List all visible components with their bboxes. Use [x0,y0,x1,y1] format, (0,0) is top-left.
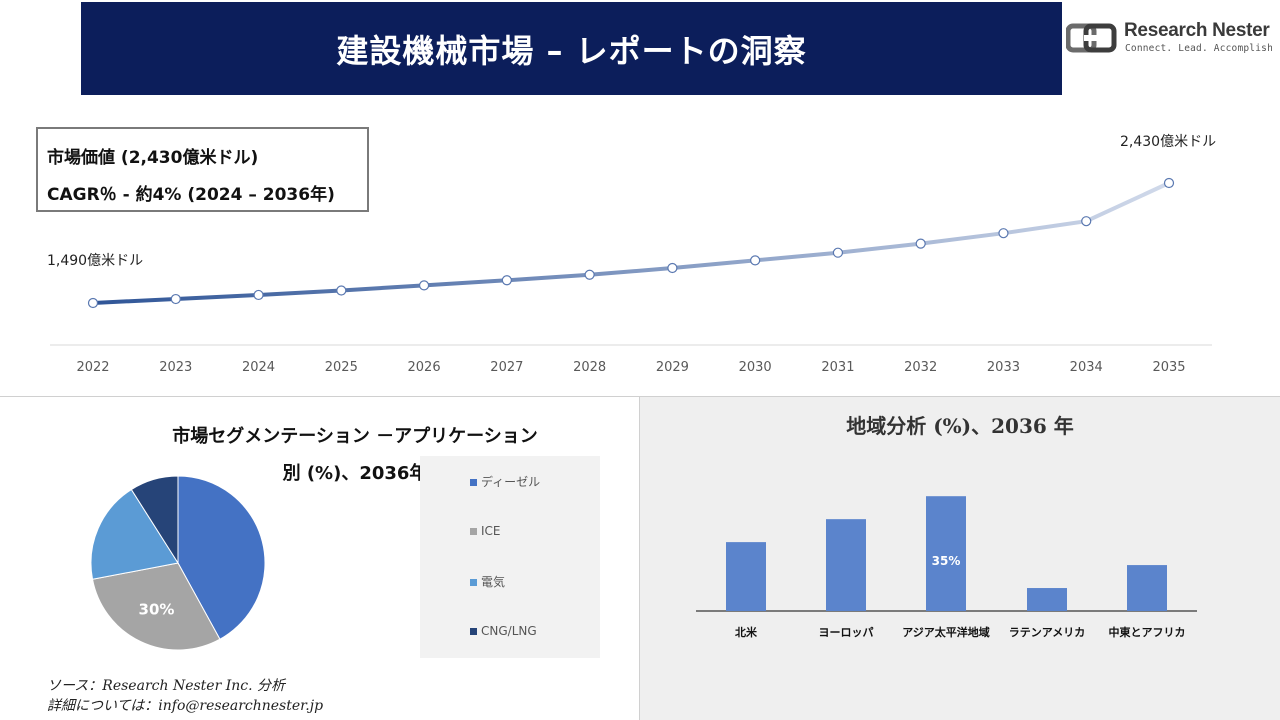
x-tick-label: 2027 [490,360,523,375]
logo: Research Nester Connect. Lead. Accomplis… [1064,20,1280,56]
bar [926,496,966,611]
line-point [170,293,181,305]
bar-category-label: 中東とアフリカ [1109,625,1186,639]
cagr-text: CAGR％ - 約4% (2024 – 2036年) [47,185,335,205]
pie-slice-electric [90,488,179,580]
legend-label-diesel: ディーゼル [481,475,541,489]
bar-category-labels: 北米 ヨーロッパ アジア太平洋地域 ラテンアメリカ 中東とアフリカ [735,625,1186,639]
pie-data-labels: 30% [139,601,175,619]
line-point [1081,216,1092,227]
x-tick-label: 2024 [242,360,275,375]
section-divider [0,396,1280,397]
line-point [336,285,347,296]
legend-item-cng: CNG/LNG [470,624,537,638]
line-point [667,262,678,274]
legend-item-electric: 電気 [470,573,505,590]
region-bar-chart: 北米 ヨーロッパ アジア太平洋地域 ラテンアメリカ 中東とアフリカ 35% [696,496,1197,639]
x-tick-label: 2030 [739,360,772,375]
x-tick-label: 2025 [325,360,358,375]
start-value-label: 1,490億米ドル [47,253,143,269]
application-pie-chart: 30% [90,475,266,651]
market-stats-box: 市場価値 (2,430億米ドル) CAGR％ - 約4% (2024 – 203… [36,127,369,212]
line-point [832,247,844,258]
pie-slice-cng [130,475,179,565]
source-note: ソース：Research Nester Inc. 分析 詳細については：info… [47,676,323,716]
bar [826,519,866,611]
x-tick-label: 2031 [821,360,854,375]
pie-legend: ディーゼル ICE 電気 CNG/LNG [420,456,600,658]
legend-label-cng: CNG/LNG [481,624,537,638]
line-point [1163,177,1175,189]
bar-data-label: 35% [932,554,961,568]
region-chart-title: 地域分析 (%)、2036 年 [846,414,1074,438]
legend-item-diesel: ディーゼル [470,473,540,490]
line-annotations: 1,490億米ドル 2,430億米ドル [47,134,1216,269]
segmentation-title-line1: 市場セグメンテーション －アプリケーション [172,426,538,447]
end-value-label: 2,430億米ドル [1120,134,1216,150]
title-banner: 建設機械市場 – レポートの洞察 [81,2,1062,95]
legend-swatch-ice [470,528,477,535]
logo-tagline: Connect. Lead. Accomplish [1125,43,1273,54]
page-title: 建設機械市場 – レポートの洞察 [336,31,807,70]
bar [726,542,766,611]
segmentation-title-line2: 別 (%)、2036年 [282,463,428,484]
pie-slice-ice [91,562,221,651]
bar [1127,565,1167,611]
line-series [91,181,1171,305]
line-point [87,297,99,309]
line-point [501,275,512,286]
pie-slices [90,475,266,651]
legend-label-ice: ICE [481,524,501,538]
x-tick-label: 2035 [1152,360,1185,375]
x-tick-labels: 2022 2023 2024 2025 2026 2027 2028 2029 2030 2031… [76,360,1185,375]
research-nester-logo-icon [1066,23,1117,53]
x-tick-label: 2032 [904,360,937,375]
pie-data-label: 30% [139,601,175,619]
legend-swatch-electric [470,579,477,586]
x-tick-label: 2033 [987,360,1020,375]
x-tick-label: 2022 [76,360,109,375]
market-growth-line-chart: 2022 2023 2024 2025 2026 2027 2028 2029 2030 2031… [47,134,1216,375]
bar-category-label: ラテンアメリカ [1009,626,1085,639]
line-points [87,177,1175,309]
legend-swatch-diesel [470,479,477,486]
bars [726,496,1167,611]
x-tick-label: 2026 [408,360,441,375]
bar-category-label: 北米 [735,625,758,639]
x-tick-label: 2023 [159,360,192,375]
logo-name: Research Nester [1124,20,1270,41]
bar [1027,588,1067,611]
line-series-path [91,181,1171,305]
contact-line: 詳細については：info@researchnester.jp [47,698,324,714]
line-point [750,255,761,266]
x-tick-label: 2028 [573,360,606,375]
line-point [584,269,595,280]
bar-category-label: ヨーロッパ [819,626,874,639]
line-point [253,289,264,301]
segmentation-title: 市場セグメンテーション －アプリケーション 別 (%)、2036年 [140,418,570,492]
x-tick-label: 2029 [656,360,689,375]
bar-data-labels: 35% [932,554,961,568]
line-point [998,228,1009,239]
panel-divider [639,397,640,720]
pie-slice-diesel [177,475,266,640]
bar-category-label: アジア太平洋地域 [902,625,990,639]
legend-item-ice: ICE [470,524,501,538]
legend-label-electric: 電気 [481,575,506,589]
source-line: ソース：Research Nester Inc. 分析 [47,678,286,694]
market-value-text: 市場価値 (2,430億米ドル) [47,148,259,168]
legend-swatch-cng [470,628,477,635]
line-point [915,238,926,249]
x-tick-label: 2034 [1070,360,1103,375]
line-point [418,280,430,291]
